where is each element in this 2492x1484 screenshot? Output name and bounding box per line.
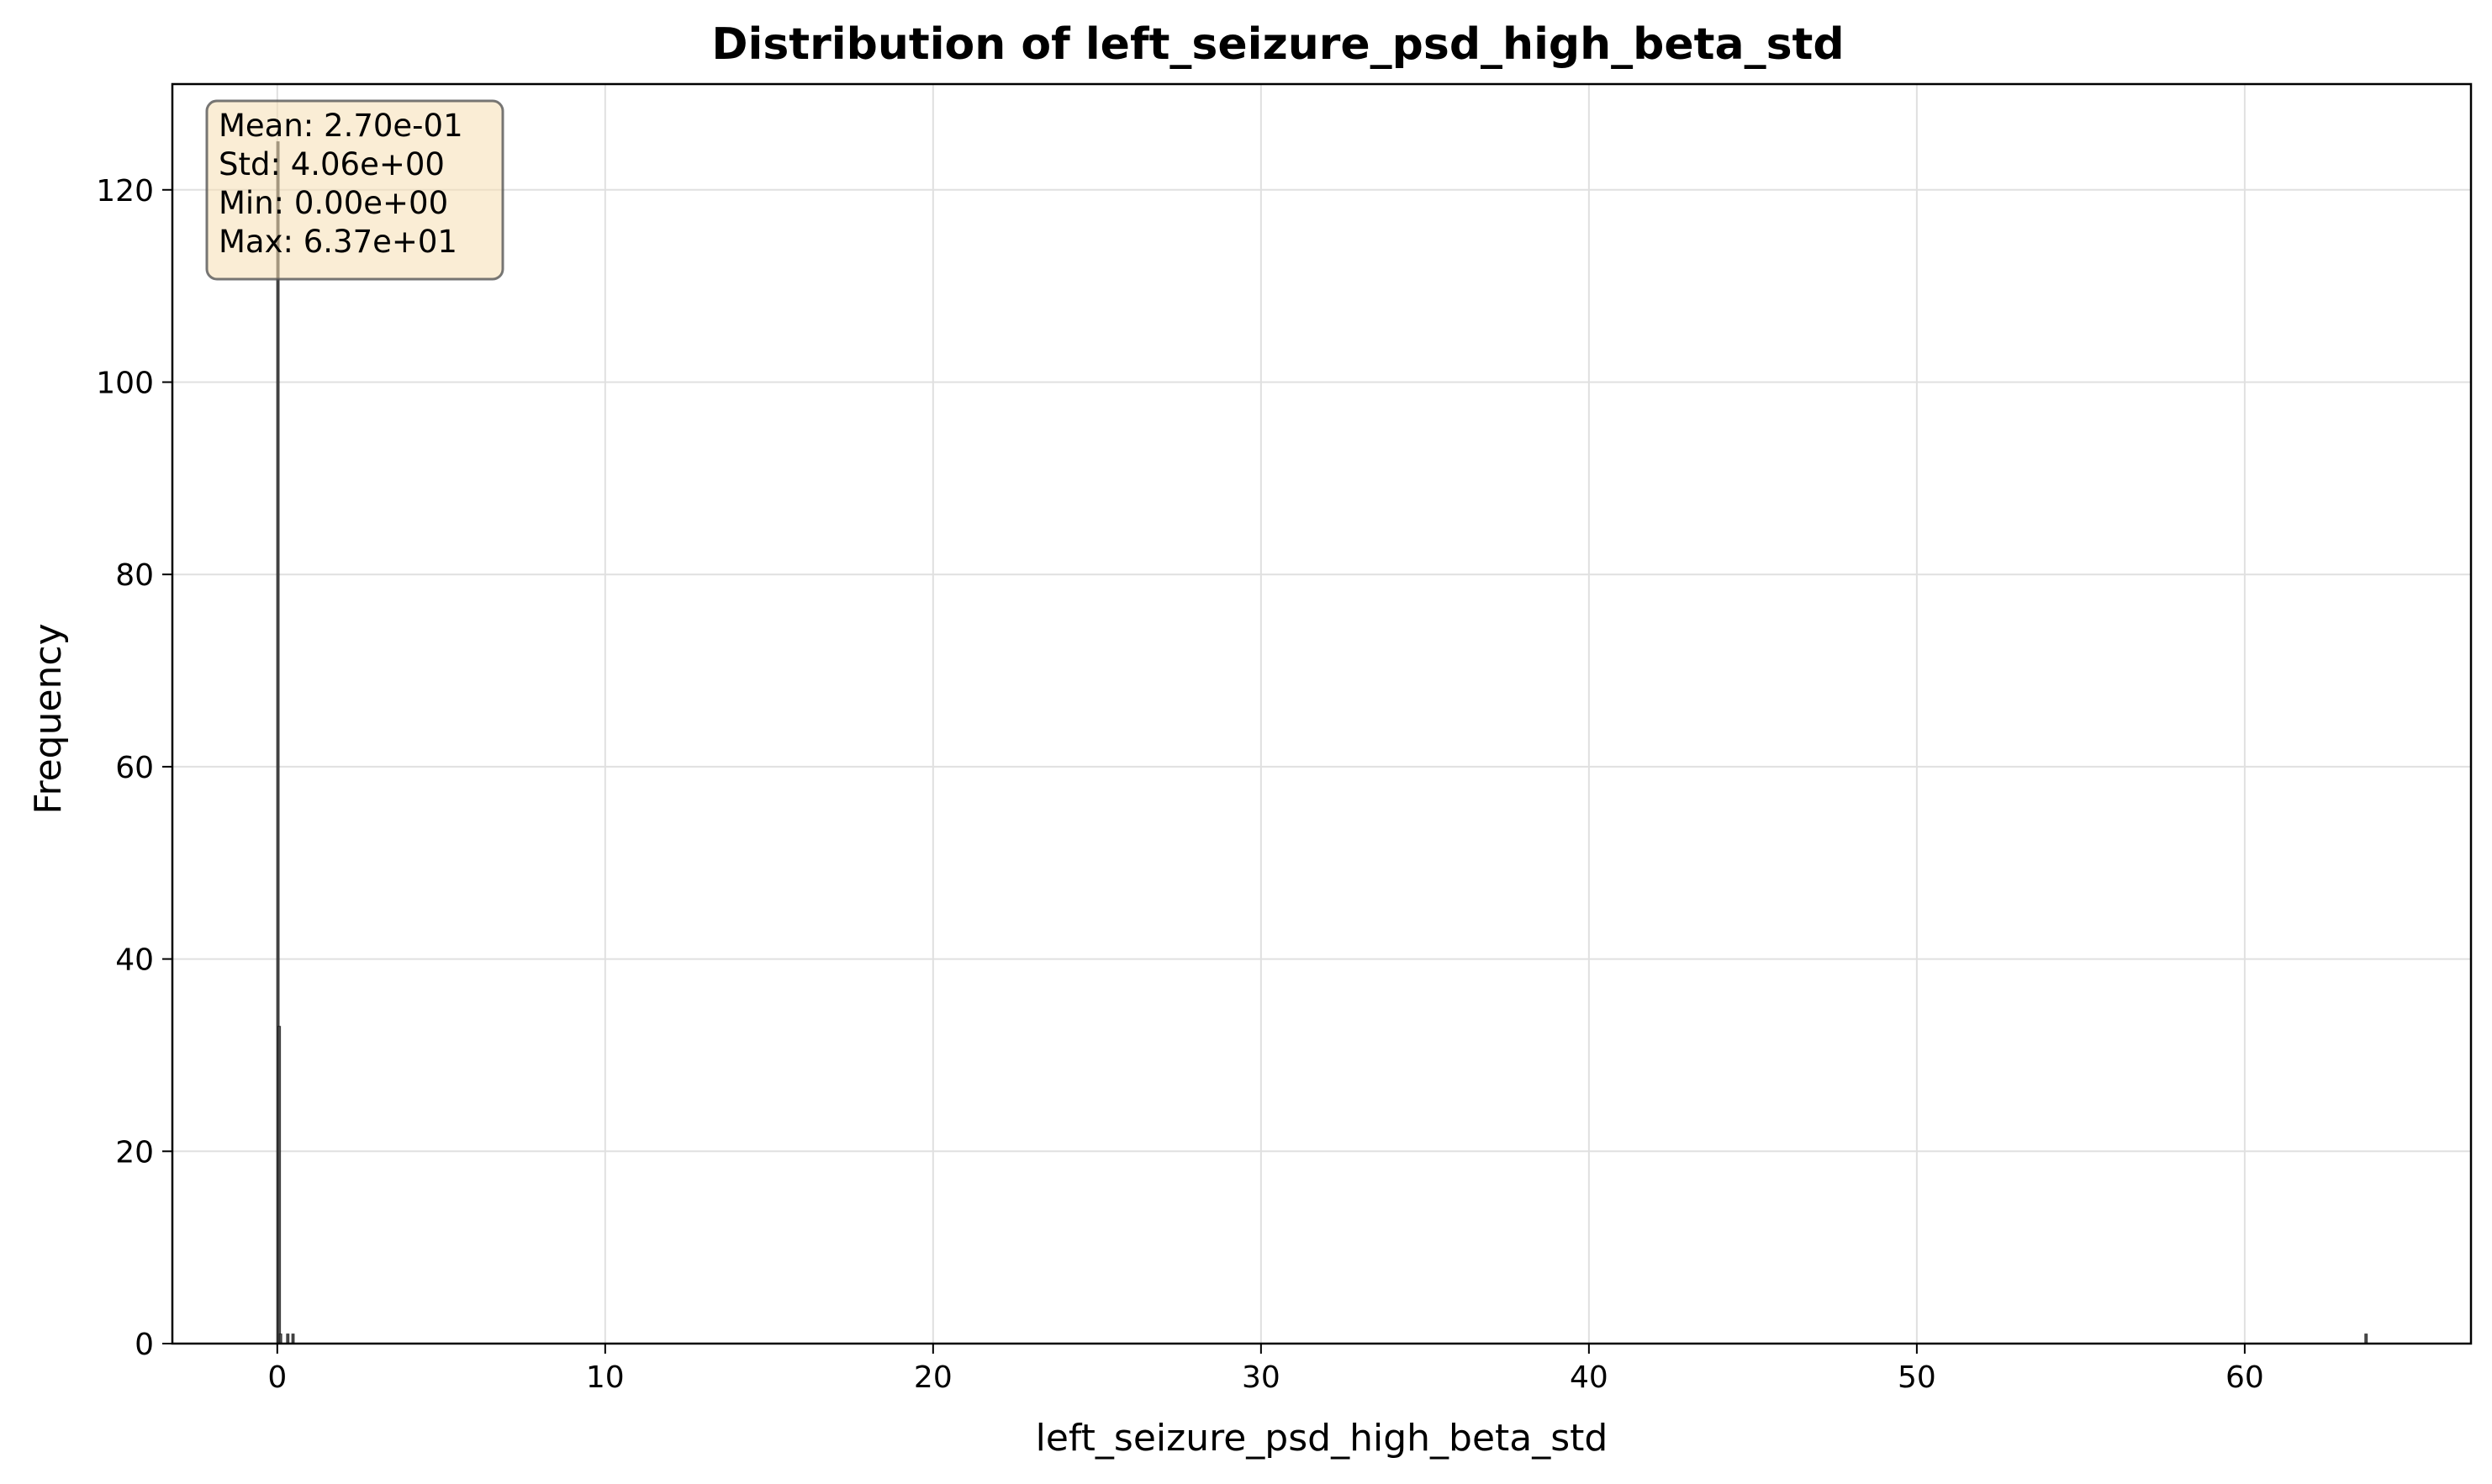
x-tick-label: 60 [2225, 1360, 2264, 1395]
histogram-bar [2364, 1333, 2368, 1344]
grid-lines [172, 84, 2471, 1344]
stats-min: Min: 0.00e+00 [219, 185, 448, 221]
stats-mean: Mean: 2.70e-01 [219, 108, 463, 144]
chart-title: Distribution of left_seizure_psd_high_be… [711, 19, 1844, 70]
stats-box: Mean: 2.70e-01 Std: 4.06e+00 Min: 0.00e+… [205, 99, 504, 281]
x-tick-label: 20 [914, 1360, 953, 1395]
plot-area-frame [171, 82, 2473, 1345]
y-tick-label: 120 [96, 174, 154, 209]
histogram-bar [277, 1026, 282, 1344]
x-axis-label: left_seizure_psd_high_beta_std [1036, 1417, 1608, 1460]
y-axis-label: Frequency [27, 623, 70, 814]
histogram-bars [276, 141, 2368, 1344]
y-tick-label: 40 [115, 943, 154, 978]
stats-std: Std: 4.06e+00 [219, 146, 445, 182]
histogram-bar [291, 1333, 295, 1344]
y-tick-label: 20 [115, 1135, 154, 1170]
x-tick-label: 50 [1898, 1360, 1936, 1395]
y-tick-label: 80 [115, 558, 154, 593]
x-tick-label: 0 [267, 1360, 287, 1395]
histogram-bar [278, 1333, 282, 1344]
y-axis-ticks: 0 20 40 60 80 100 120 [96, 174, 172, 1362]
x-axis-ticks: 0 10 20 30 40 50 60 [267, 1344, 2264, 1395]
stats-max: Max: 6.37e+01 [219, 224, 457, 260]
x-tick-label: 10 [586, 1360, 625, 1395]
x-tick-label: 30 [1242, 1360, 1280, 1395]
y-tick-label: 0 [135, 1328, 154, 1362]
y-tick-label: 100 [96, 366, 154, 400]
stats-box-background [205, 99, 504, 281]
y-tick-label: 60 [115, 751, 154, 785]
histogram-bar [286, 1333, 290, 1344]
x-tick-label: 40 [1570, 1360, 1608, 1395]
